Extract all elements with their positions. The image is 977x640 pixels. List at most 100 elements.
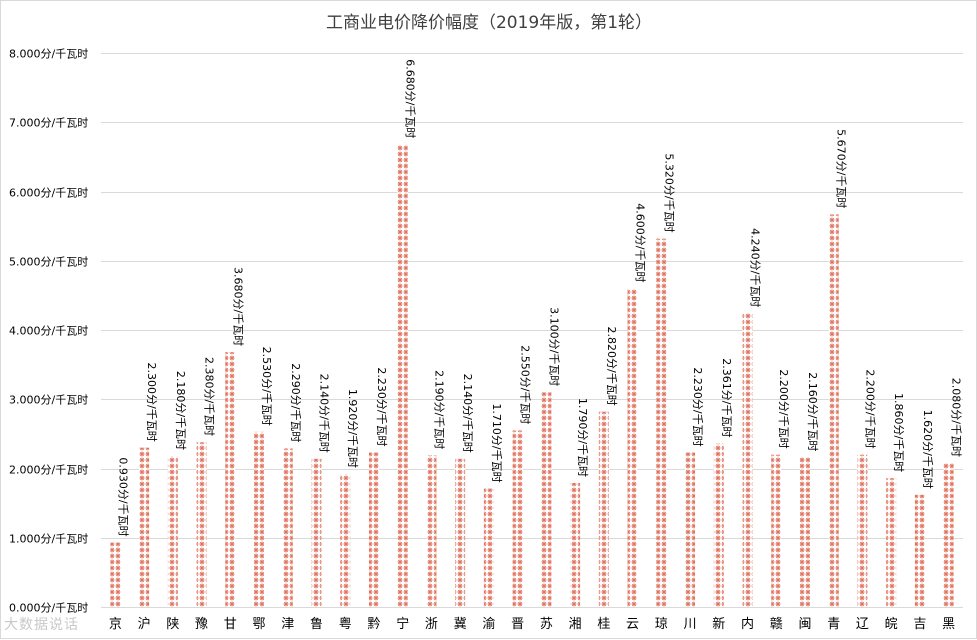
data-label: 3.680分/千瓦时 bbox=[231, 267, 244, 346]
y-tick-label: 4.000分/千瓦时 bbox=[9, 325, 88, 338]
x-axis-category-labels: 京 沪陕 豫 甘 鄂津 鲁 粤黔 宁 浙 冀渝 晋 苏 湘桂 云 琼 川新内 赣闽 青 辽 皖吉 黑 bbox=[109, 616, 955, 632]
x-category-label: 黔 bbox=[367, 617, 380, 632]
y-tick-label: 6.000分/千瓦时 bbox=[9, 187, 88, 200]
bar bbox=[167, 456, 178, 607]
x-category-label: 沪 bbox=[138, 616, 151, 632]
x-category-label: 黑 bbox=[942, 617, 955, 632]
gridlines bbox=[101, 53, 963, 608]
bar bbox=[340, 474, 351, 607]
x-category-label: 鄂 bbox=[253, 617, 266, 632]
bar bbox=[512, 430, 523, 607]
bars bbox=[110, 144, 954, 608]
bar bbox=[311, 458, 322, 607]
x-category-label: 豫 bbox=[195, 617, 208, 632]
data-label: 2.550分/千瓦时 bbox=[519, 345, 532, 424]
bar bbox=[742, 313, 753, 607]
watermark: 大数据说话 bbox=[4, 617, 79, 633]
y-axis-tick-labels: 0.000分/千瓦时 1.000分/千瓦时 2.000分/千瓦时 3.000分/千瓦时… bbox=[9, 48, 88, 615]
bar bbox=[914, 494, 925, 607]
bar bbox=[713, 443, 724, 607]
data-label: 2.200分/千瓦时 bbox=[777, 369, 790, 448]
data-label: 2.200分/千瓦时 bbox=[863, 369, 876, 448]
data-label: 2.290分/千瓦时 bbox=[289, 363, 302, 442]
x-category-label: 鲁 bbox=[310, 617, 323, 632]
data-label: 4.240分/千瓦时 bbox=[749, 228, 762, 307]
x-category-label: 川 bbox=[684, 617, 697, 632]
bar bbox=[943, 462, 954, 607]
data-label: 3.100分/千瓦时 bbox=[547, 307, 560, 386]
data-label: 2.080分/千瓦时 bbox=[950, 378, 963, 457]
bar bbox=[455, 458, 466, 607]
bar bbox=[282, 448, 293, 607]
data-label: 2.180分/千瓦时 bbox=[174, 371, 187, 450]
data-label: 0.930分/千瓦时 bbox=[116, 457, 129, 536]
x-category-label: 吉 bbox=[913, 617, 926, 632]
x-category-label: 桂 bbox=[597, 617, 610, 632]
data-label: 2.140分/千瓦时 bbox=[318, 374, 331, 453]
x-category-label: 湘 bbox=[569, 617, 582, 632]
x-category-label: 青 bbox=[827, 617, 840, 632]
y-tick-label: 2.000分/千瓦时 bbox=[9, 464, 88, 477]
bar bbox=[254, 431, 265, 607]
bar bbox=[570, 483, 581, 607]
data-label: 1.920分/千瓦时 bbox=[346, 389, 359, 468]
data-label: 1.860分/千瓦时 bbox=[892, 393, 905, 472]
bar bbox=[627, 288, 638, 607]
x-category-label: 内 bbox=[741, 616, 754, 632]
x-category-label: 新 bbox=[712, 616, 725, 632]
data-labels: 0.930分/千瓦时 2.300分/千瓦时 2.180分/千瓦时 2.380分/千瓦时… bbox=[116, 59, 962, 536]
data-label: 4.600分/千瓦时 bbox=[634, 203, 647, 282]
x-category-label: 甘 bbox=[224, 617, 237, 632]
y-tick-label: 7.000分/千瓦时 bbox=[9, 117, 88, 130]
bar bbox=[771, 454, 782, 607]
data-label: 1.620分/千瓦时 bbox=[921, 410, 934, 489]
bar bbox=[397, 144, 408, 607]
x-category-label: 京 bbox=[109, 617, 122, 632]
data-label: 2.530分/千瓦时 bbox=[260, 347, 273, 426]
bar bbox=[685, 452, 696, 607]
chart-title: 工商业电价降价幅度（2019年版，第1轮） bbox=[326, 13, 652, 33]
data-label: 6.680分/千瓦时 bbox=[404, 59, 417, 138]
bar bbox=[368, 452, 379, 607]
data-label: 5.320分/千瓦时 bbox=[662, 153, 675, 232]
bar bbox=[886, 478, 897, 607]
x-category-label: 皖 bbox=[885, 617, 898, 632]
x-category-label: 粤 bbox=[339, 616, 352, 632]
data-label: 1.710分/千瓦时 bbox=[490, 403, 503, 482]
x-category-label: 闽 bbox=[798, 617, 811, 632]
bar bbox=[225, 352, 236, 607]
data-label: 2.230分/千瓦时 bbox=[691, 367, 704, 446]
x-category-label: 云 bbox=[626, 617, 639, 632]
bar bbox=[110, 542, 121, 607]
y-tick-label: 3.000分/千瓦时 bbox=[9, 394, 88, 407]
data-label: 2.230分/千瓦时 bbox=[375, 367, 388, 446]
x-category-label: 辽 bbox=[856, 617, 869, 632]
x-category-label: 浙 bbox=[425, 617, 438, 632]
bar bbox=[656, 238, 667, 607]
x-category-label: 宁 bbox=[396, 616, 409, 632]
y-tick-label: 0.000分/千瓦时 bbox=[9, 602, 88, 615]
bar bbox=[483, 488, 494, 607]
bar bbox=[598, 411, 609, 607]
bar bbox=[139, 447, 150, 607]
x-category-label: 晋 bbox=[511, 617, 524, 632]
data-label: 2.160分/千瓦时 bbox=[806, 372, 819, 451]
bar bbox=[857, 454, 868, 607]
data-label: 2.190分/千瓦时 bbox=[432, 370, 445, 449]
data-label: 2.820分/千瓦时 bbox=[605, 327, 618, 406]
data-label: 2.380分/千瓦时 bbox=[203, 357, 216, 436]
y-tick-label: 8.000分/千瓦时 bbox=[9, 48, 88, 61]
bar bbox=[541, 392, 552, 607]
data-label: 5.670分/千瓦时 bbox=[835, 129, 848, 208]
x-category-label: 津 bbox=[281, 617, 294, 632]
x-category-label: 苏 bbox=[540, 616, 553, 632]
data-label: 2.361分/千瓦时 bbox=[720, 358, 733, 437]
x-category-label: 琼 bbox=[655, 617, 668, 632]
data-label: 2.300分/千瓦时 bbox=[145, 363, 158, 442]
bar bbox=[426, 455, 437, 607]
data-label: 2.140分/千瓦时 bbox=[461, 374, 474, 453]
x-category-label: 陕 bbox=[166, 617, 179, 632]
y-tick-label: 1.000分/千瓦时 bbox=[9, 533, 88, 546]
x-category-label: 赣 bbox=[770, 617, 783, 632]
